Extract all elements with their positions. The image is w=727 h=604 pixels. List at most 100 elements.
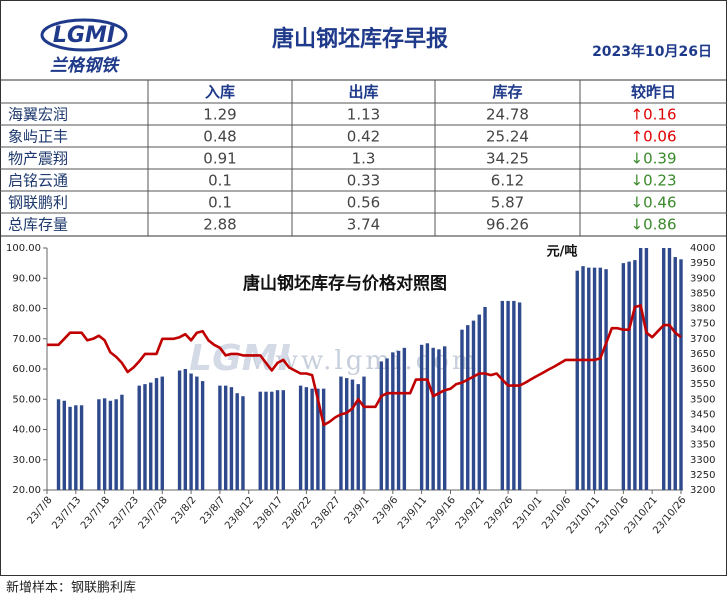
bar [644, 248, 649, 490]
bar [500, 300, 505, 490]
column-header: 较昨日 [631, 83, 676, 101]
bar [114, 399, 118, 490]
y-tick-label: 30.00 [12, 455, 41, 466]
bar [437, 349, 441, 490]
cell: 1.13 [347, 106, 380, 124]
cell: 0.42 [347, 128, 380, 146]
cell: 0.48 [203, 128, 236, 146]
bar [350, 379, 355, 490]
column-header: 库存 [492, 83, 522, 101]
bar [385, 358, 389, 490]
x-tick-label: 23/9/11 [396, 495, 429, 532]
bar [68, 406, 72, 490]
row-name: 物产震翔 [8, 150, 68, 168]
cell: 0.33 [347, 172, 380, 190]
bar [419, 344, 424, 490]
x-tick-label: 23/7/18 [79, 495, 112, 532]
footer: 新增样本：钢联鹏利库 [6, 580, 136, 596]
x-tick-label: 23/7/28 [137, 495, 170, 532]
cell: 1.3 [352, 150, 376, 168]
cell: ↑0.06 [631, 128, 677, 146]
y-tick-label: 20.00 [12, 485, 41, 496]
cell: 0.1 [208, 194, 232, 212]
x-tick-label: 23/9/16 [425, 495, 458, 532]
logo-ring [40, 18, 128, 52]
x-tick-label: 23/8/7 [198, 495, 227, 527]
bar [62, 400, 66, 490]
bar [598, 267, 603, 490]
bar [56, 399, 61, 490]
bar [195, 376, 199, 490]
cell: 0.56 [347, 194, 380, 212]
bar [425, 343, 430, 490]
y2-tick-label: 3800 [690, 304, 715, 315]
x-tick-label: 23/7/8 [25, 495, 54, 527]
y2-label: 元/吨 [547, 244, 578, 260]
bar [149, 382, 153, 490]
bar [74, 405, 78, 490]
bar [477, 314, 481, 490]
bar [638, 248, 643, 490]
bar [154, 378, 159, 490]
bar [673, 257, 677, 490]
y2-tick-label: 3450 [690, 409, 715, 420]
bar [275, 390, 280, 490]
y2-tick-label: 3200 [690, 485, 715, 496]
bar [345, 378, 349, 490]
bar [402, 347, 407, 490]
bar [241, 396, 245, 490]
x-tick-label: 23/10/1 [511, 495, 544, 532]
cell: ↓0.46 [631, 194, 677, 212]
y-tick-label: 70.00 [12, 334, 41, 345]
bar [298, 385, 303, 490]
bar [506, 300, 510, 490]
row-name: 钢联鹏利 [8, 194, 68, 212]
y2-tick-label: 3650 [690, 349, 715, 360]
cell: 6.12 [491, 172, 524, 190]
x-tick-label: 23/9/21 [454, 495, 487, 532]
row-name: 象屿正丰 [8, 128, 68, 146]
bar [627, 261, 631, 490]
bar [517, 302, 522, 490]
chart-title: 唐山钢坯库存与价格对照图 [243, 273, 447, 294]
bar [621, 263, 626, 490]
x-tick-label: 23/8/17 [252, 495, 285, 532]
bar [379, 361, 383, 490]
bar [143, 384, 147, 490]
y-tick-label: 90.00 [12, 273, 41, 284]
column-header: 出库 [348, 83, 378, 101]
price-line [47, 304, 682, 427]
cell: 3.74 [347, 216, 380, 234]
logo: LGMI [53, 23, 115, 48]
bar [483, 306, 487, 490]
bar [79, 405, 84, 490]
y2-tick-label: 3700 [690, 334, 715, 345]
y-tick-label: 40.00 [12, 425, 41, 436]
cell: 96.26 [486, 216, 529, 234]
bar [102, 398, 107, 490]
bar [362, 376, 366, 490]
y2-tick-label: 3350 [690, 440, 715, 451]
y2-tick-label: 3750 [690, 319, 715, 330]
bar [160, 376, 164, 490]
x-tick-label: 23/8/22 [281, 495, 314, 532]
x-tick-label: 23/7/13 [50, 495, 83, 532]
cell: 0.91 [203, 150, 236, 168]
bar [391, 352, 395, 490]
x-tick-label: 23/8/12 [223, 495, 256, 532]
cell: 5.87 [491, 194, 524, 212]
bar [189, 373, 193, 490]
bar [183, 369, 188, 490]
row-name: 海翼宏润 [8, 106, 68, 124]
bar [97, 399, 101, 490]
x-tick-label: 23/7/23 [108, 495, 141, 532]
x-tick-label: 23/8/2 [170, 495, 199, 527]
y-tick-label: 50.00 [12, 394, 41, 405]
bar [633, 260, 637, 490]
bar [662, 248, 666, 490]
bar [396, 350, 401, 490]
bar [604, 269, 608, 490]
bar [587, 267, 591, 490]
